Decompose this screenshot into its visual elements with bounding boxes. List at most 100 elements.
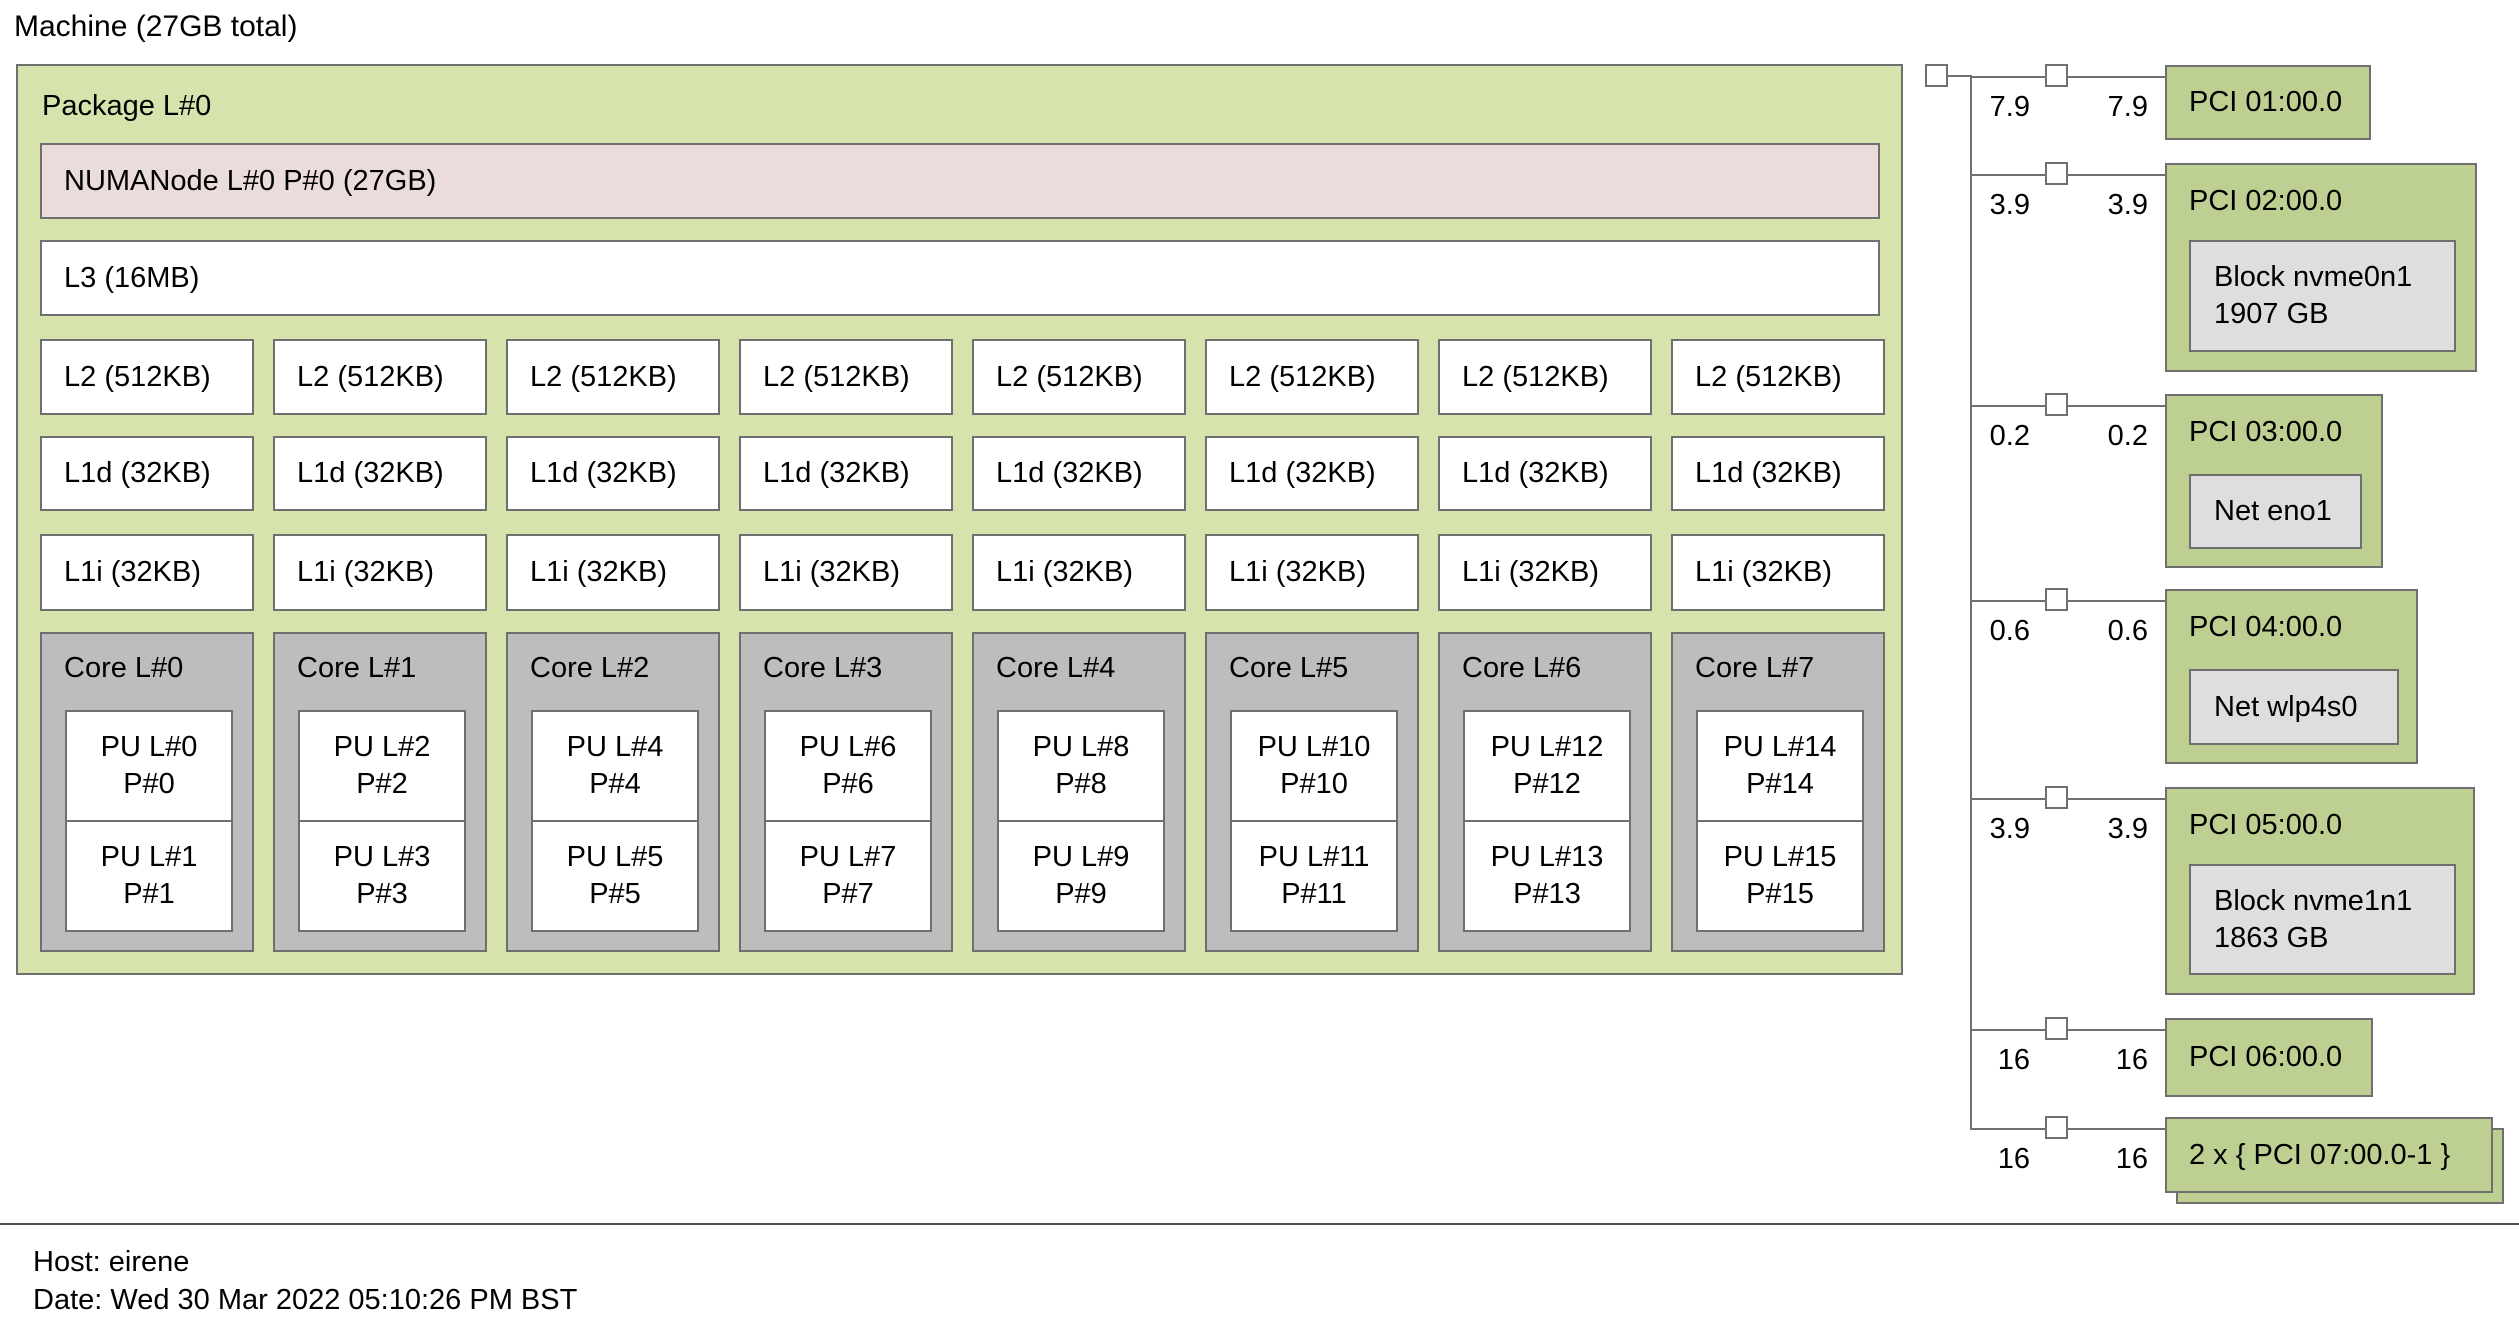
pu-box: PU L#3 P#3 bbox=[298, 820, 466, 932]
machine-title: Machine (27GB total) bbox=[14, 10, 298, 43]
l2-cache-box: L2 (512KB) bbox=[506, 339, 720, 415]
pu-box: PU L#12 P#12 bbox=[1463, 710, 1631, 822]
l1d-cache-box: L1d (32KB) bbox=[1671, 436, 1885, 511]
hostbridge-square bbox=[1925, 64, 1948, 87]
pu-physical-label: P#10 bbox=[1280, 768, 1348, 800]
pci-device-box: PCI 04:00.0 Net wlp4s0 bbox=[2165, 589, 2418, 764]
l2-cache-label: L2 (512KB) bbox=[297, 360, 444, 393]
pci-device-label: PCI 01:00.0 bbox=[2189, 86, 2343, 119]
l1d-cache-label: L1d (32KB) bbox=[763, 457, 910, 490]
l1i-cache-label: L1i (32KB) bbox=[530, 556, 668, 589]
pci-bridge-square bbox=[2045, 588, 2068, 611]
pu-logical-label: PU L#13 bbox=[1490, 841, 1604, 873]
l1i-cache-box: L1i (32KB) bbox=[739, 534, 953, 611]
pci-device-box: PCI 05:00.0 Block nvme1n1 1863 GB bbox=[2165, 787, 2475, 995]
pu-box: PU L#15 P#15 bbox=[1696, 820, 1864, 932]
link-speed-upstream: 3.9 bbox=[1989, 189, 2030, 221]
pci-device-label: PCI 03:00.0 bbox=[2189, 416, 2343, 448]
l1d-cache-box: L1d (32KB) bbox=[506, 436, 720, 511]
l1d-cache-label: L1d (32KB) bbox=[297, 457, 444, 490]
pu-box: PU L#10 P#10 bbox=[1230, 710, 1398, 822]
pu-logical-label: PU L#9 bbox=[1032, 841, 1130, 873]
l1i-cache-label: L1i (32KB) bbox=[763, 556, 901, 589]
l1i-cache-label: L1i (32KB) bbox=[996, 556, 1134, 589]
pci-device-label: PCI 04:00.0 bbox=[2189, 611, 2343, 643]
os-device-box: Net wlp4s0 bbox=[2189, 669, 2399, 745]
pu-box: PU L#9 P#9 bbox=[997, 820, 1165, 932]
pci-bridge-square bbox=[2045, 64, 2068, 87]
link-speed-downstream: 3.9 bbox=[2107, 813, 2148, 845]
pu-box: PU L#13 P#13 bbox=[1463, 820, 1631, 932]
pu-box: PU L#1 P#1 bbox=[65, 820, 233, 932]
pu-box: PU L#4 P#4 bbox=[531, 710, 699, 822]
core-label: Core L#2 bbox=[530, 652, 650, 684]
pu-box: PU L#7 P#7 bbox=[764, 820, 932, 932]
pci-device-box: PCI 06:00.0 bbox=[2165, 1018, 2373, 1097]
pu-logical-label: PU L#14 bbox=[1723, 731, 1837, 763]
link-speed-upstream: 0.6 bbox=[1989, 615, 2030, 647]
l1i-cache-box: L1i (32KB) bbox=[1205, 534, 1419, 611]
l1i-cache-label: L1i (32KB) bbox=[64, 556, 202, 589]
core-label: Core L#6 bbox=[1462, 652, 1582, 684]
link-speed-downstream: 3.9 bbox=[2107, 189, 2148, 221]
pci-bridge-square bbox=[2045, 1017, 2068, 1040]
link-speed-downstream: 16 bbox=[2115, 1044, 2148, 1076]
package-label: Package L#0 bbox=[42, 90, 212, 122]
core-box: Core L#5 PU L#10 P#10 PU L#11 P#11 bbox=[1205, 632, 1419, 952]
l1d-cache-box: L1d (32KB) bbox=[273, 436, 487, 511]
os-device-label-line: Block nvme1n1 bbox=[2214, 884, 2413, 917]
core-label: Core L#0 bbox=[64, 652, 184, 684]
pu-box: PU L#6 P#6 bbox=[764, 710, 932, 822]
os-device-label-line: Net eno1 bbox=[2214, 495, 2332, 527]
pu-logical-label: PU L#7 bbox=[799, 841, 897, 873]
l1i-cache-box: L1i (32KB) bbox=[1671, 534, 1885, 611]
pci-device-box: PCI 01:00.0 bbox=[2165, 65, 2371, 140]
pu-physical-label: P#8 bbox=[1055, 768, 1107, 800]
l1d-cache-label: L1d (32KB) bbox=[1229, 457, 1376, 490]
l2-cache-box: L2 (512KB) bbox=[739, 339, 953, 415]
pu-physical-label: P#3 bbox=[356, 878, 408, 910]
core-label: Core L#1 bbox=[297, 652, 417, 684]
core-box: Core L#1 PU L#2 P#2 PU L#3 P#3 bbox=[273, 632, 487, 952]
pci-device-box: PCI 03:00.0 Net eno1 bbox=[2165, 394, 2383, 568]
legend-separator bbox=[0, 1223, 2519, 1225]
core-box: Core L#6 PU L#12 P#12 PU L#13 P#13 bbox=[1438, 632, 1652, 952]
pu-physical-label: P#12 bbox=[1513, 768, 1581, 800]
pci-bridge-square bbox=[2045, 786, 2068, 809]
pu-physical-label: P#9 bbox=[1055, 878, 1107, 910]
core-label: Core L#3 bbox=[763, 652, 883, 684]
pu-physical-label: P#2 bbox=[356, 768, 408, 800]
pu-physical-label: P#14 bbox=[1746, 768, 1814, 800]
pu-physical-label: P#13 bbox=[1513, 878, 1581, 910]
link-speed-upstream: 16 bbox=[1997, 1143, 2030, 1175]
os-device-box: Block nvme0n1 1907 GB bbox=[2189, 240, 2456, 352]
pu-logical-label: PU L#5 bbox=[566, 841, 664, 873]
numanode-label: NUMANode L#0 P#0 (27GB) bbox=[64, 164, 437, 197]
l1i-cache-box: L1i (32KB) bbox=[273, 534, 487, 611]
l1d-cache-label: L1d (32KB) bbox=[996, 457, 1143, 490]
pu-logical-label: PU L#3 bbox=[333, 841, 431, 873]
pu-logical-label: PU L#10 bbox=[1257, 731, 1371, 763]
pu-logical-label: PU L#2 bbox=[333, 731, 431, 763]
link-speed-downstream: 0.2 bbox=[2107, 420, 2148, 452]
pu-logical-label: PU L#6 bbox=[799, 731, 897, 763]
link-speed-upstream: 3.9 bbox=[1989, 813, 2030, 845]
pu-box: PU L#0 P#0 bbox=[65, 710, 233, 822]
footer-date: Date: Wed 30 Mar 2022 05:10:26 PM BST bbox=[33, 1284, 578, 1316]
l1i-cache-box: L1i (32KB) bbox=[506, 534, 720, 611]
pci-device-label: PCI 06:00.0 bbox=[2189, 1041, 2343, 1074]
l1i-cache-label: L1i (32KB) bbox=[297, 556, 435, 589]
pu-physical-label: P#7 bbox=[822, 878, 874, 910]
l1d-cache-box: L1d (32KB) bbox=[739, 436, 953, 511]
os-device-label-line: Block nvme0n1 bbox=[2214, 261, 2413, 293]
pci-trunk-line bbox=[1970, 76, 1972, 1130]
os-device-label-line: 1907 GB bbox=[2214, 298, 2329, 330]
pu-physical-label: P#5 bbox=[589, 878, 641, 910]
core-box: Core L#2 PU L#4 P#4 PU L#5 P#5 bbox=[506, 632, 720, 952]
os-device-label-line: 1863 GB bbox=[2214, 921, 2329, 954]
l3-cache-box: L3 (16MB) bbox=[40, 240, 1880, 316]
l2-cache-label: L2 (512KB) bbox=[1229, 360, 1376, 393]
l1d-cache-label: L1d (32KB) bbox=[64, 457, 211, 490]
os-device-box: Block nvme1n1 1863 GB bbox=[2189, 864, 2456, 975]
